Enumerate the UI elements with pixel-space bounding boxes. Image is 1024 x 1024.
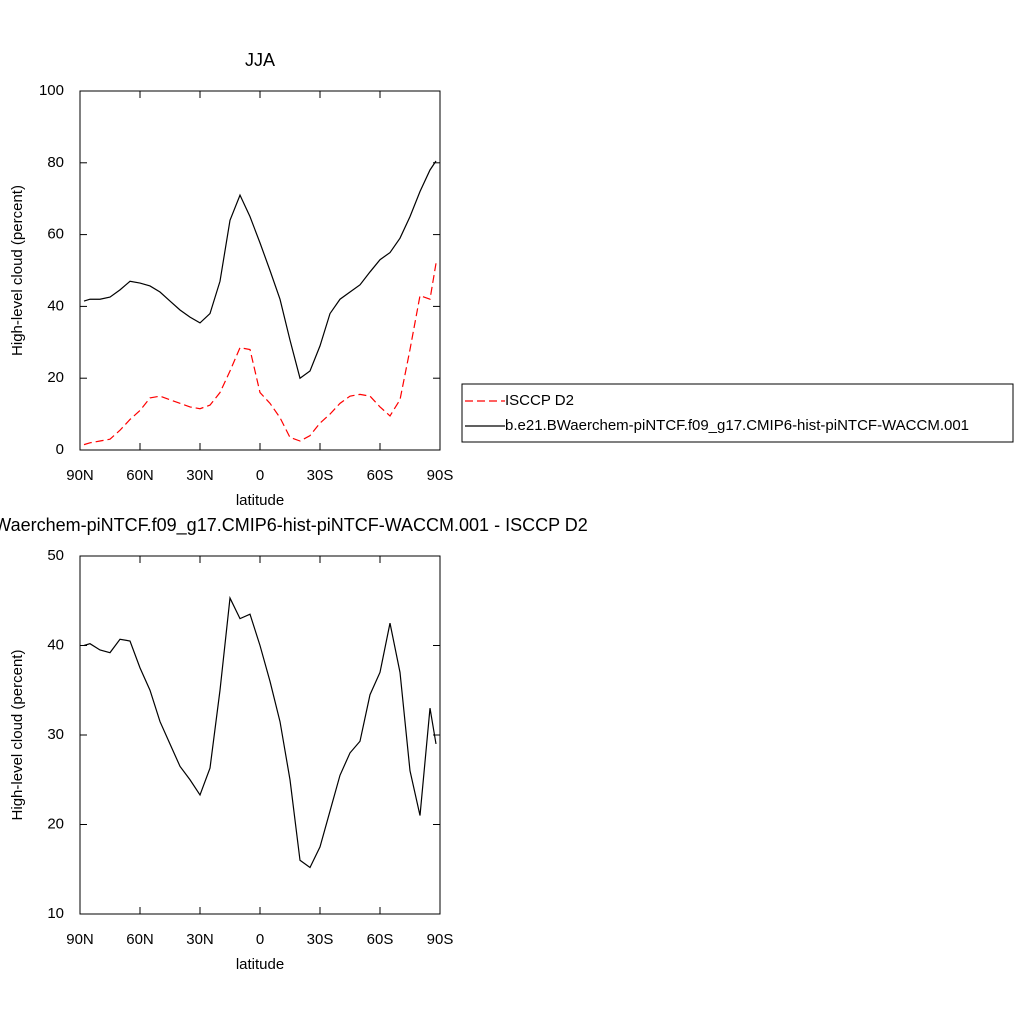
x-axis-label: latitude xyxy=(236,956,284,973)
chart-title: b.e21.BWaerchem-piNTCF.f09_g17.CMIP6-his… xyxy=(0,515,588,536)
y-tick-label: 100 xyxy=(39,82,64,99)
y-tick-label: 50 xyxy=(47,547,64,564)
y-tick-label: 80 xyxy=(47,154,64,171)
y-tick-label: 0 xyxy=(56,441,64,458)
x-axis-label: latitude xyxy=(236,492,284,509)
plot-frame xyxy=(79,90,441,451)
series-line xyxy=(83,160,437,380)
y-tick-label: 40 xyxy=(47,297,64,314)
series-line xyxy=(83,595,437,869)
y-tick-label: 20 xyxy=(47,815,64,832)
x-tick-label: 90S xyxy=(427,931,454,948)
plot-frame xyxy=(79,555,441,915)
legend-box xyxy=(461,383,1014,443)
y-tick-label: 40 xyxy=(47,636,64,653)
x-tick-label: 30N xyxy=(186,467,214,484)
y-axis-label: High-level cloud (percent) xyxy=(9,185,26,356)
y-axis-label: High-level cloud (percent) xyxy=(9,650,26,821)
y-tick-label: 30 xyxy=(47,726,64,743)
x-tick-label: 90S xyxy=(427,467,454,484)
chart-title: JJA xyxy=(245,50,275,70)
x-tick-label: 0 xyxy=(256,931,264,948)
legend-label: ISCCP D2 xyxy=(505,392,574,409)
y-tick-label: 20 xyxy=(47,369,64,386)
y-tick-label: 10 xyxy=(47,905,64,922)
x-tick-label: 30N xyxy=(186,931,214,948)
x-tick-label: 0 xyxy=(256,467,264,484)
x-tick-label: 60S xyxy=(367,467,394,484)
legend-label: b.e21.BWaerchem-piNTCF.f09_g17.CMIP6-his… xyxy=(505,417,969,434)
x-tick-label: 30S xyxy=(307,467,334,484)
x-tick-label: 60N xyxy=(126,467,154,484)
x-tick-label: 60S xyxy=(367,931,394,948)
x-tick-label: 90N xyxy=(66,931,94,948)
x-tick-label: 30S xyxy=(307,931,334,948)
x-tick-label: 90N xyxy=(66,467,94,484)
x-tick-label: 60N xyxy=(126,931,154,948)
series-line xyxy=(83,263,437,446)
y-tick-label: 60 xyxy=(47,226,64,243)
